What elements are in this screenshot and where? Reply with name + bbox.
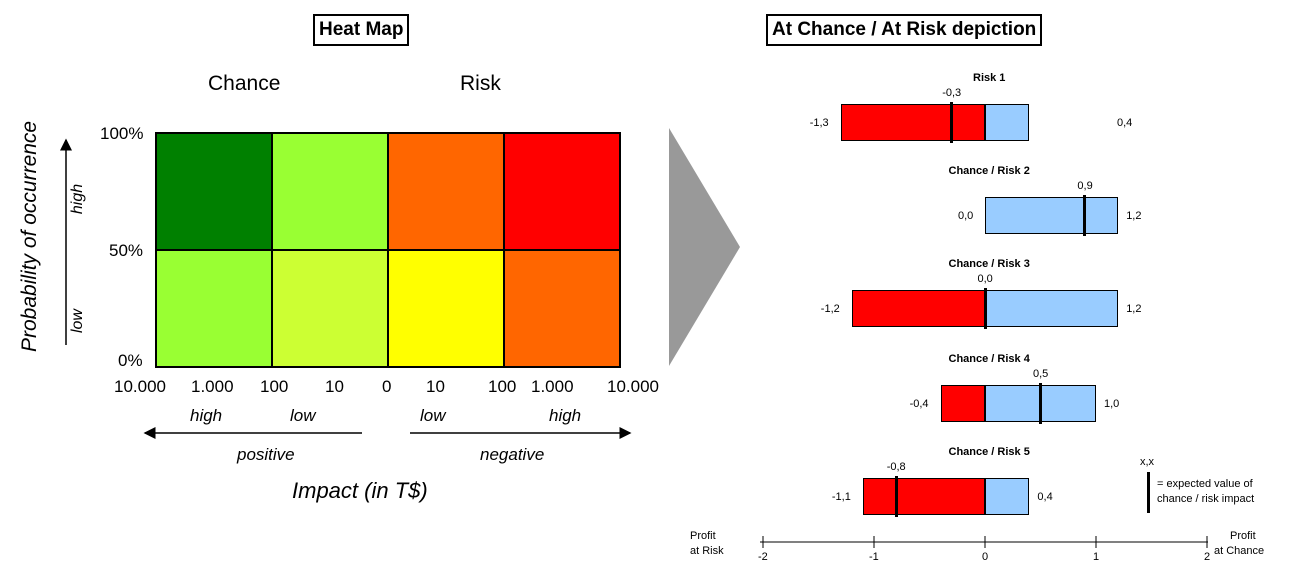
x-tick: 10.000 (607, 377, 659, 396)
min-value-label: -1,2 (820, 303, 840, 315)
min-value-label: -1,1 (831, 491, 851, 503)
risk-column-label: Risk (460, 72, 501, 95)
axis-tick-label: 2 (1204, 551, 1211, 563)
x-tick: 10 (325, 377, 344, 396)
y-tick-50: 50% (109, 241, 144, 260)
row-title: Chance / Risk 3 (948, 258, 1030, 270)
legend-text-1: = expected value of (1157, 478, 1253, 490)
expected-value-marker (983, 288, 987, 329)
x-tick: 10 (426, 377, 445, 396)
axis-tick-label: -1 (869, 551, 879, 563)
y-tick-0: 0% (118, 351, 143, 370)
heatmap-cell (387, 249, 505, 368)
expected-value-label: -0,8 (886, 461, 906, 473)
risk-bar (862, 478, 985, 515)
expected-value-label: -0,3 (942, 87, 962, 99)
x-tick: 1.000 (191, 377, 234, 396)
axis-tick-label: -2 (758, 551, 768, 563)
x-sub-label: high (190, 406, 223, 425)
min-value-label: 0,0 (958, 210, 974, 222)
direction-positive-label: positive (237, 445, 295, 464)
row-title: Chance / Risk 4 (948, 353, 1030, 365)
risk-bar (940, 385, 985, 422)
x-axis-label: Impact (in T$) (292, 478, 428, 503)
row-title: Risk 1 (973, 72, 1006, 84)
heatmap-cell (271, 249, 389, 368)
axis-tick-label: 0 (982, 551, 989, 563)
x-sub-label: low (420, 406, 446, 425)
legend-value: x,x (1140, 456, 1155, 468)
x-tick: 100 (260, 377, 289, 396)
x-tick: 10.000 (114, 377, 166, 396)
chance-column-label: Chance (208, 72, 281, 95)
axis-right-label-1: Profit (1230, 530, 1256, 542)
expected-value-marker (1039, 383, 1042, 424)
chance-bar (985, 290, 1119, 327)
max-value-label: 1,2 (1126, 303, 1142, 315)
expected-value-marker (894, 476, 898, 517)
max-value-label: 0,4 (1037, 491, 1053, 503)
direction-negative-label: negative (480, 445, 545, 464)
chance-bar (985, 478, 1030, 515)
risk-bar (840, 104, 985, 141)
max-value-label: 1,2 (1126, 210, 1142, 222)
row-title: Chance / Risk 5 (948, 446, 1030, 458)
chance-bar (985, 197, 1119, 234)
y-tick-100: 100% (100, 124, 144, 143)
min-value-label: -0,4 (909, 398, 929, 410)
heatmap-cell (271, 132, 389, 251)
row-title: Chance / Risk 2 (948, 165, 1030, 177)
transition-chevron-icon (669, 128, 740, 366)
expected-value-marker (950, 102, 954, 143)
min-value-label: -1,3 (809, 117, 829, 129)
legend-text-2: chance / risk impact (1157, 493, 1255, 505)
x-tick: 100 (488, 377, 517, 396)
axis-left-label-2: at Risk (690, 545, 724, 557)
x-tick: 1.000 (531, 377, 574, 396)
x-sub-label: low (290, 406, 316, 425)
heatmap-cell (155, 249, 273, 368)
axis-right-label-2: at Chance (1214, 545, 1265, 557)
axis-left-label-1: Profit (690, 530, 716, 542)
heatmap-cell (503, 132, 621, 251)
expected-value-label: 0,9 (1077, 180, 1093, 192)
expected-value-label: 0,5 (1033, 368, 1049, 380)
expected-value-marker (1083, 195, 1087, 236)
heatmap-title: Heat Map (313, 14, 410, 46)
legend-marker (1147, 472, 1150, 513)
x-tick: 0 (382, 377, 392, 396)
heatmap-cell (387, 132, 505, 251)
axis-tick-label: 1 (1093, 551, 1100, 563)
risk-bar (851, 290, 985, 327)
chance-bar (985, 104, 1030, 141)
expected-value-label: 0,0 (977, 273, 993, 285)
depiction-title: At Chance / At Risk depiction (766, 14, 1043, 46)
heatmap-cell (503, 249, 621, 368)
max-value-label: 0,4 (1117, 117, 1133, 129)
x-sub-label: high (549, 406, 582, 425)
max-value-label: 1,0 (1104, 398, 1120, 410)
